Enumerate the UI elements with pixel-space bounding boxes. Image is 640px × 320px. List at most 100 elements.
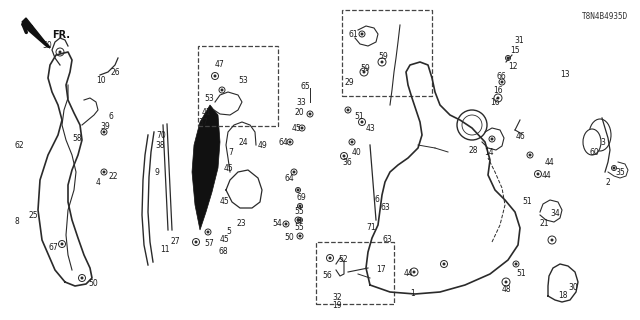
Text: 50: 50 <box>284 234 294 243</box>
Text: 6: 6 <box>108 111 113 121</box>
Text: 71: 71 <box>366 223 376 233</box>
Text: 58: 58 <box>72 133 82 142</box>
Text: 27: 27 <box>170 237 180 246</box>
Text: 56: 56 <box>322 271 332 281</box>
Text: 59: 59 <box>360 63 370 73</box>
Circle shape <box>214 75 216 77</box>
Circle shape <box>351 140 353 143</box>
Text: 37: 37 <box>198 117 208 126</box>
Circle shape <box>497 97 499 100</box>
Text: 45: 45 <box>220 197 230 206</box>
Text: 64: 64 <box>278 138 288 147</box>
Text: 25: 25 <box>28 212 38 220</box>
Text: 41: 41 <box>202 108 212 116</box>
Circle shape <box>221 89 223 92</box>
Text: 55: 55 <box>294 207 304 217</box>
Text: 23: 23 <box>236 220 246 228</box>
Text: 50: 50 <box>88 279 98 289</box>
Text: 2: 2 <box>606 178 611 187</box>
Text: 13: 13 <box>560 69 570 78</box>
Text: 38: 38 <box>155 140 164 149</box>
Text: 51: 51 <box>522 197 532 206</box>
Text: 8: 8 <box>14 218 19 227</box>
Circle shape <box>515 262 518 266</box>
Circle shape <box>296 188 300 191</box>
Polygon shape <box>192 105 220 230</box>
Text: 20: 20 <box>294 108 303 116</box>
Text: 15: 15 <box>510 45 520 54</box>
Text: 18: 18 <box>558 292 568 300</box>
Text: 29: 29 <box>344 77 354 86</box>
Circle shape <box>195 241 198 244</box>
Text: 54: 54 <box>272 220 282 228</box>
Text: 26: 26 <box>110 68 120 76</box>
Circle shape <box>102 171 106 173</box>
Text: 28: 28 <box>468 146 477 155</box>
Circle shape <box>298 219 301 221</box>
Text: 63: 63 <box>382 236 392 244</box>
Text: 67: 67 <box>48 243 58 252</box>
Text: 61: 61 <box>348 29 358 38</box>
Text: 4: 4 <box>96 178 101 187</box>
Text: 10: 10 <box>96 76 106 84</box>
Circle shape <box>328 257 332 260</box>
Text: 64: 64 <box>284 173 294 182</box>
Circle shape <box>413 270 415 274</box>
Circle shape <box>360 121 364 124</box>
Circle shape <box>289 140 291 143</box>
Text: 59: 59 <box>378 52 388 60</box>
Text: 50: 50 <box>42 41 52 50</box>
Text: 45: 45 <box>292 124 301 132</box>
Text: 36: 36 <box>342 157 352 166</box>
Circle shape <box>301 126 303 130</box>
Text: 3: 3 <box>600 138 605 147</box>
Text: 44: 44 <box>542 171 552 180</box>
Text: 68: 68 <box>218 247 228 257</box>
Text: 22: 22 <box>108 172 118 180</box>
Text: 53: 53 <box>238 76 248 84</box>
Polygon shape <box>22 18 50 48</box>
Text: 44: 44 <box>545 157 555 166</box>
Text: 35: 35 <box>615 167 625 177</box>
Text: 45: 45 <box>224 164 234 172</box>
Text: 51: 51 <box>354 111 364 121</box>
Text: 52: 52 <box>338 255 348 265</box>
Text: 40: 40 <box>352 148 362 156</box>
Text: 31: 31 <box>514 36 524 44</box>
Text: 34: 34 <box>550 210 560 219</box>
Circle shape <box>381 60 383 63</box>
Circle shape <box>298 235 301 237</box>
Ellipse shape <box>583 129 601 155</box>
Circle shape <box>292 171 296 173</box>
Text: 49: 49 <box>258 140 268 149</box>
Text: 46: 46 <box>516 132 525 140</box>
Text: 9: 9 <box>154 167 159 177</box>
Circle shape <box>536 172 540 175</box>
Circle shape <box>504 281 508 284</box>
Text: 5: 5 <box>226 228 231 236</box>
Text: 69: 69 <box>296 194 306 203</box>
Text: 14: 14 <box>484 148 493 156</box>
Text: 32: 32 <box>332 293 342 302</box>
Text: 51: 51 <box>516 269 525 278</box>
Circle shape <box>550 238 554 242</box>
Circle shape <box>207 230 209 234</box>
Circle shape <box>296 219 300 221</box>
Text: 16: 16 <box>490 98 500 107</box>
Circle shape <box>81 276 83 279</box>
Text: 55: 55 <box>294 223 304 233</box>
Circle shape <box>490 138 493 140</box>
Text: 60: 60 <box>590 148 600 156</box>
Text: 57: 57 <box>204 239 214 249</box>
Circle shape <box>61 243 63 245</box>
Circle shape <box>298 204 301 207</box>
Text: 66: 66 <box>496 71 506 81</box>
Text: 33: 33 <box>296 98 306 107</box>
Circle shape <box>500 81 504 84</box>
Text: 48: 48 <box>502 285 511 294</box>
Text: 44: 44 <box>404 269 413 278</box>
Circle shape <box>58 51 61 53</box>
Text: 6: 6 <box>374 196 379 204</box>
Circle shape <box>612 166 616 170</box>
Text: 30: 30 <box>568 284 578 292</box>
